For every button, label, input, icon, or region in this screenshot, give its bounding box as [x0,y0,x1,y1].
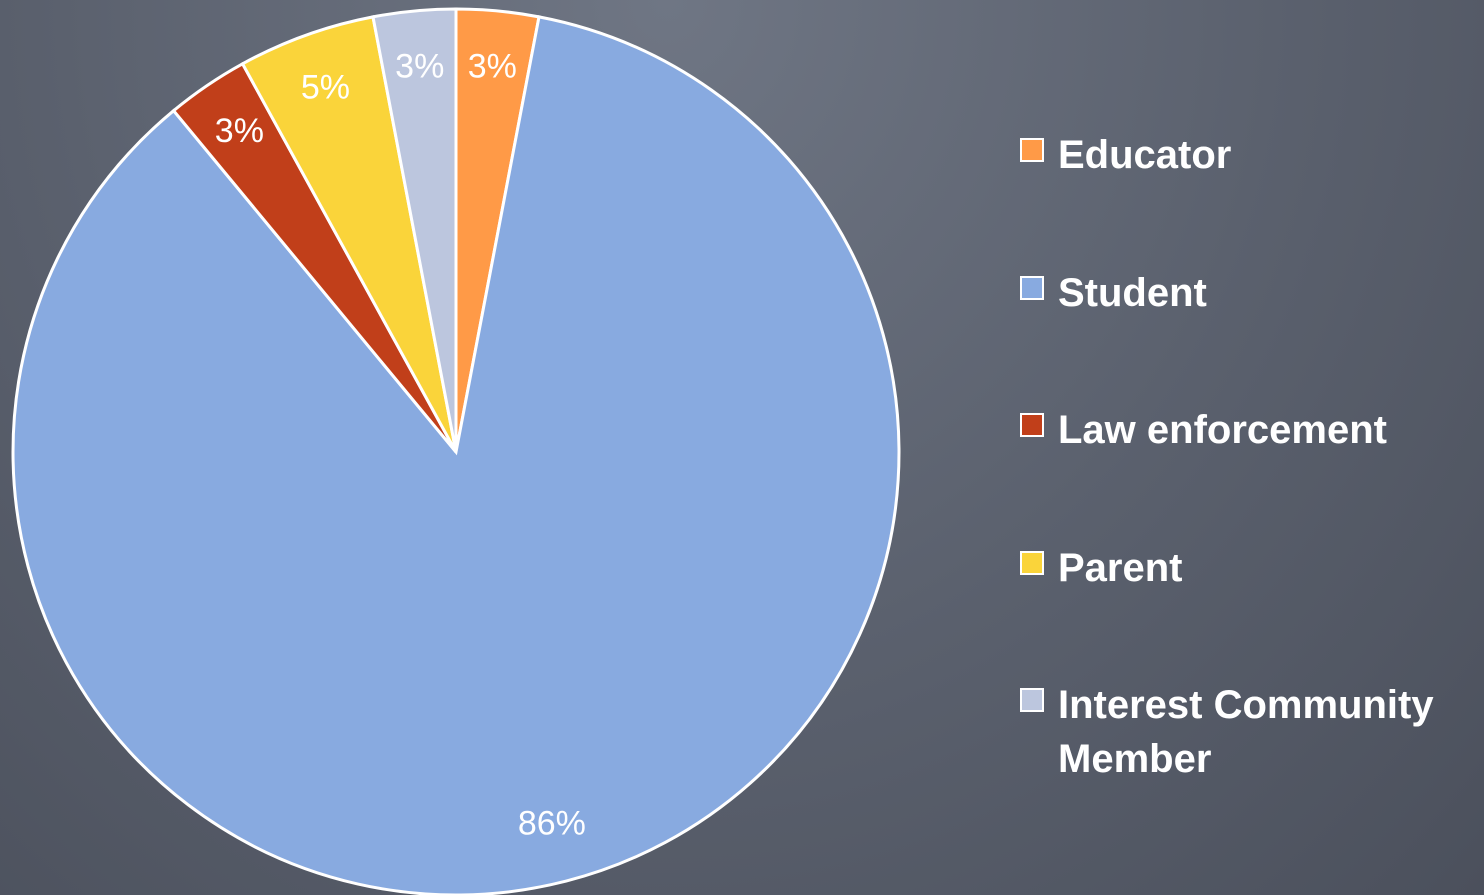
pie-slice [11,15,901,895]
pie-slice [371,7,458,453]
legend-item: Law enforcement [1020,403,1468,457]
slice-label: 5% [301,68,350,106]
slice-label: 3% [468,47,517,85]
legend-item: Educator [1020,128,1468,182]
legend-item: Parent [1020,541,1468,595]
slice-label: 86% [518,804,586,842]
legend-label: Law enforcement [1058,408,1387,452]
legend-label: Interest Community Member [1058,683,1434,781]
pie-chart: 3% 86% 3% 5% 3% [11,7,901,895]
slice-label: 3% [215,112,264,150]
legend-swatch [1020,688,1044,712]
slice-label: 3% [395,47,444,85]
legend-label: Student [1058,270,1207,315]
legend-swatch [1020,550,1044,575]
legend-label: Parent [1058,545,1183,590]
legend-label: Educator [1058,133,1232,177]
legend-item: Interest Community Member [1020,678,1468,786]
legend-swatch [1020,275,1044,300]
legend-swatch [1020,138,1044,162]
legend-item: Student [1020,266,1468,320]
legend-swatch [1020,413,1044,437]
